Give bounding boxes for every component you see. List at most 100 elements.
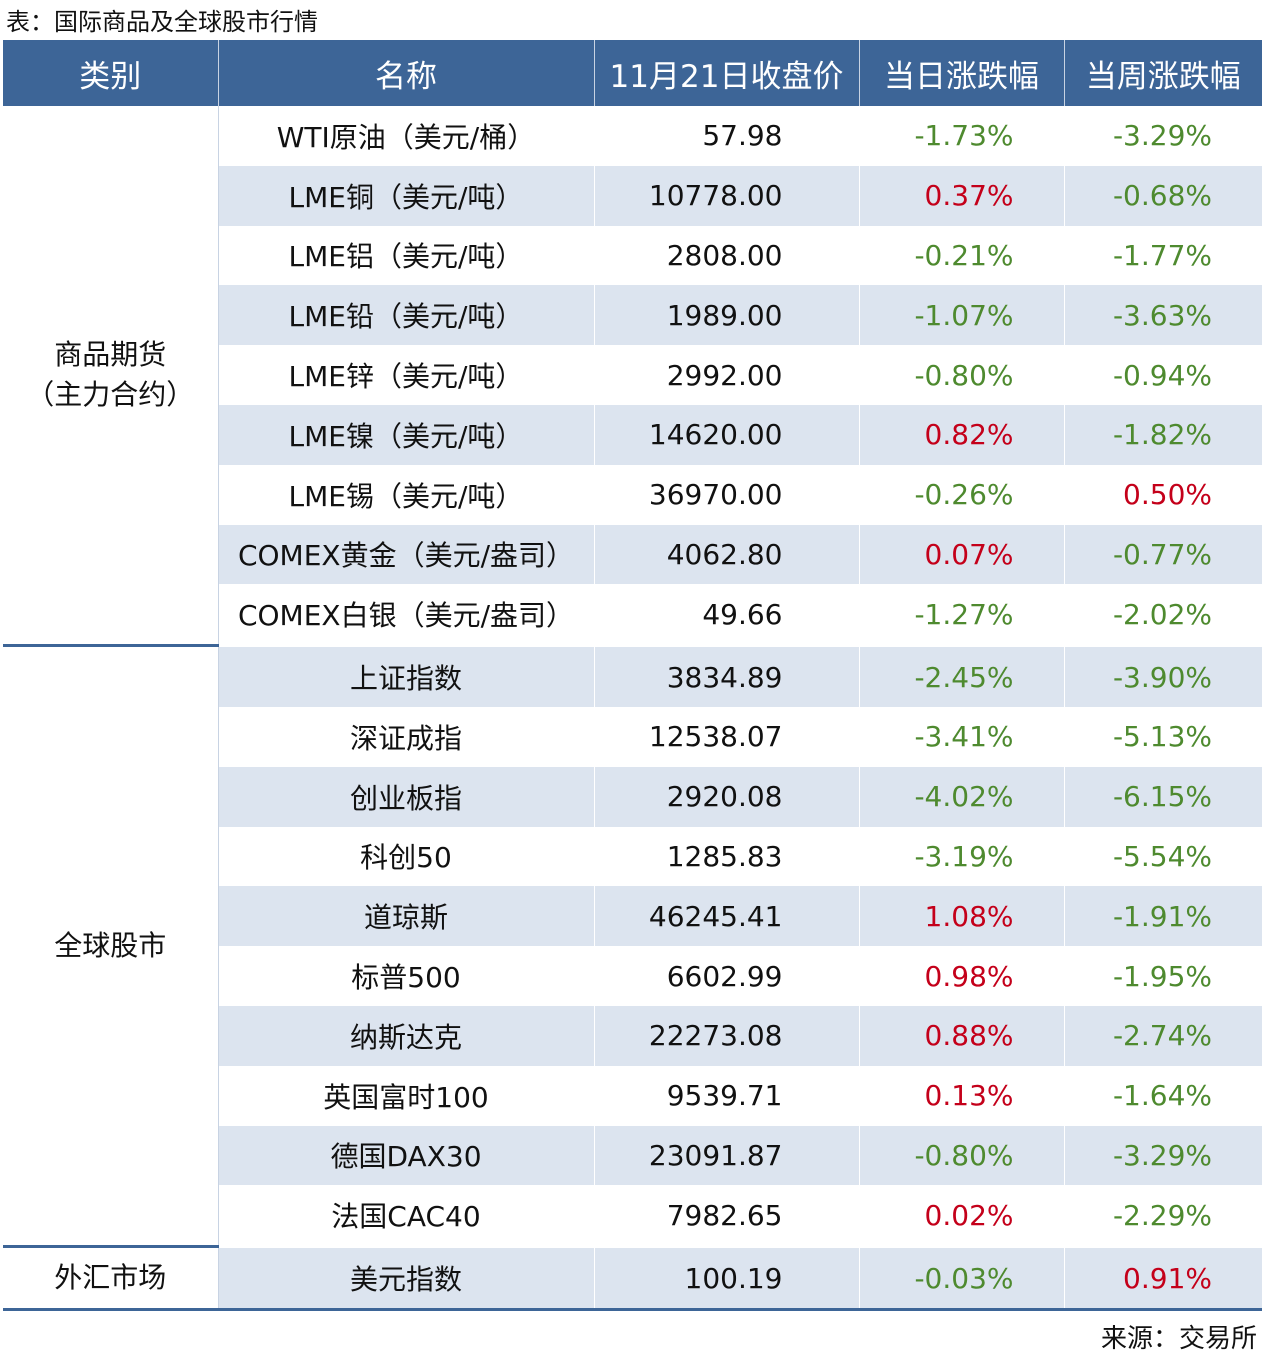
name-cell: LME锌（美元/吨） bbox=[218, 345, 595, 405]
day-change-cell: -1.27% bbox=[859, 584, 1065, 646]
price-cell: 2920.08 bbox=[594, 766, 860, 827]
table-row: LME锌（美元/吨） 2992.00 -0.80% -0.94% bbox=[3, 345, 1262, 405]
price-cell: 9539.71 bbox=[594, 1065, 860, 1126]
header-cell: 当周涨跌幅 bbox=[1063, 40, 1262, 106]
table-row: 全球股市 上证指数 3834.89 -2.45% -3.90% bbox=[3, 644, 1262, 1247]
week-change-cell: -1.95% bbox=[1112, 959, 1212, 993]
table-row: COMEX白银（美元/盎司） 49.66 -1.27% -2.02% bbox=[3, 584, 1262, 646]
table-row: LME铅（美元/吨） 1989.00 -1.07% -3.63% bbox=[3, 285, 1262, 346]
price-cell: 1285.83 bbox=[594, 826, 860, 887]
day-change-cell: -0.26% bbox=[859, 464, 1065, 525]
week-change-cell: -1.64% bbox=[1112, 1079, 1212, 1113]
table-row: 法国CAC40 7982.65 0.02% -2.29% bbox=[3, 1185, 1262, 1247]
category-line: 商品期货 bbox=[54, 338, 167, 372]
name-cell: WTI原油（美元/桶） bbox=[218, 106, 595, 166]
price-cell: 6602.99 bbox=[594, 946, 860, 1006]
week-change-cell: -1.77% bbox=[1112, 238, 1212, 272]
name-cell: COMEX白银（美元/盎司） bbox=[218, 584, 595, 646]
price-cell: 100.19 bbox=[594, 1245, 860, 1311]
category-line: （主力合约） bbox=[26, 378, 195, 412]
day-change-cell: -0.80% bbox=[859, 1125, 1065, 1186]
name-cell: 道琼斯 bbox=[218, 886, 595, 947]
price-cell: 36970.00 bbox=[594, 464, 860, 525]
week-change-cell: -0.68% bbox=[1064, 165, 1262, 226]
week-change-cell: 0.91% bbox=[1064, 1245, 1262, 1311]
day-change-cell: 0.37% bbox=[859, 165, 1065, 226]
name-cell: 上证指数 bbox=[218, 644, 595, 707]
name-cell: 法国CAC40 bbox=[218, 1185, 595, 1247]
name-cell: 科创50 bbox=[218, 826, 595, 887]
day-change-cell: -0.80% bbox=[859, 345, 1065, 405]
name-cell: COMEX黄金（美元/盎司） bbox=[218, 524, 595, 585]
price-cell: 46245.41 bbox=[594, 886, 860, 947]
table-row: 科创50 1285.83 -3.19% -5.54% bbox=[3, 826, 1262, 887]
price-cell: 12538.07 bbox=[594, 706, 860, 767]
price-cell: 22273.08 bbox=[594, 1005, 860, 1066]
table-row: 英国富时100 9539.71 0.13% -1.64% bbox=[3, 1065, 1262, 1126]
name-cell: LME铝（美元/吨） bbox=[218, 225, 595, 286]
week-change-cell: -1.82% bbox=[1064, 404, 1262, 465]
day-change-cell: -1.73% bbox=[859, 106, 1065, 166]
week-change-cell: -0.77% bbox=[1064, 524, 1262, 585]
header-cell: 当日涨跌幅 bbox=[858, 40, 1064, 106]
table-row: 商品期货 （主力合约） WTI原油（美元/桶） 57.98 -1.73% -3.29% bbox=[3, 106, 1262, 646]
name-cell: 创业板指 bbox=[218, 766, 595, 827]
name-cell: LME铅（美元/吨） bbox=[218, 285, 595, 346]
day-change-cell: -0.21% bbox=[859, 225, 1065, 286]
header-cell: 11月21日收盘价 bbox=[593, 40, 859, 106]
category-line: 全球股市 bbox=[54, 929, 167, 963]
price-cell: 4062.80 bbox=[594, 524, 860, 585]
source: 来源：交易所 bbox=[1100, 1324, 1257, 1354]
price-cell: 49.66 bbox=[594, 584, 860, 646]
category-cell: 全球股市 bbox=[3, 644, 219, 1247]
day-change-cell: 0.13% bbox=[859, 1065, 1065, 1126]
name-cell: 德国DAX30 bbox=[218, 1125, 595, 1186]
market-table: 类别 名称 11月21日收盘价 当日涨跌幅 当周涨跌幅 商品期货 （主力合约） WTI原油（… bbox=[3, 40, 1262, 1311]
name-cell: LME铜（美元/吨） bbox=[218, 165, 595, 226]
day-change-cell: 0.88% bbox=[859, 1005, 1065, 1066]
table-row: 纳斯达克 22273.08 0.88% -2.74% bbox=[3, 1005, 1262, 1066]
header-cell: 名称 bbox=[217, 40, 594, 106]
day-change-cell: 1.08% bbox=[859, 886, 1065, 947]
week-change-cell: -1.91% bbox=[1064, 886, 1262, 947]
week-change-cell: -6.15% bbox=[1064, 766, 1262, 827]
price-cell: 14620.00 bbox=[594, 404, 860, 465]
week-change-cell: -3.29% bbox=[1112, 119, 1212, 153]
price-cell: 7982.65 bbox=[594, 1185, 860, 1247]
price-cell: 1989.00 bbox=[594, 285, 860, 346]
name-cell: 美元指数 bbox=[218, 1245, 595, 1311]
table-row: 外汇市场 美元指数 100.19 -0.03% 0.91% bbox=[3, 1245, 1262, 1311]
price-cell: 23091.87 bbox=[594, 1125, 860, 1186]
table-row: 德国DAX30 23091.87 -0.80% -3.29% bbox=[3, 1125, 1262, 1186]
price-cell: 2808.00 bbox=[594, 225, 860, 286]
week-change-cell: -2.02% bbox=[1112, 597, 1212, 631]
week-change-cell: -5.13% bbox=[1112, 720, 1212, 754]
table-row: LME铜（美元/吨） 10778.00 0.37% -0.68% bbox=[3, 165, 1262, 226]
price-cell: 3834.89 bbox=[594, 644, 860, 707]
week-change-cell: -3.63% bbox=[1064, 285, 1262, 346]
name-cell: 标普500 bbox=[218, 946, 595, 1006]
week-change-cell: -2.29% bbox=[1112, 1198, 1212, 1232]
table-row: 创业板指 2920.08 -4.02% -6.15% bbox=[3, 766, 1262, 827]
name-cell: 英国富时100 bbox=[218, 1065, 595, 1126]
table-row: 道琼斯 46245.41 1.08% -1.91% bbox=[3, 886, 1262, 947]
day-change-cell: -1.07% bbox=[859, 285, 1065, 346]
day-change-cell: -3.41% bbox=[859, 706, 1065, 767]
price-cell: 57.98 bbox=[594, 106, 860, 166]
table-row: COMEX黄金（美元/盎司） 4062.80 0.07% -0.77% bbox=[3, 524, 1262, 585]
week-change-cell: -5.54% bbox=[1112, 839, 1212, 873]
week-change-cell: -3.90% bbox=[1064, 644, 1262, 707]
price-cell: 10778.00 bbox=[594, 165, 860, 226]
name-cell: LME锡（美元/吨） bbox=[218, 464, 595, 525]
table-row: LME铝（美元/吨） 2808.00 -0.21% -1.77% bbox=[3, 225, 1262, 286]
table-row: 标普500 6602.99 0.98% -1.95% bbox=[3, 946, 1262, 1006]
name-cell: 深证成指 bbox=[218, 706, 595, 767]
day-change-cell: -3.19% bbox=[859, 826, 1065, 887]
name-cell: LME镍（美元/吨） bbox=[218, 404, 595, 465]
day-change-cell: 0.98% bbox=[859, 946, 1065, 1006]
header-row: 类别 名称 11月21日收盘价 当日涨跌幅 当周涨跌幅 bbox=[3, 40, 1262, 106]
day-change-cell: 0.82% bbox=[859, 404, 1065, 465]
table-row: LME锡（美元/吨） 36970.00 -0.26% 0.50% bbox=[3, 464, 1262, 525]
week-change-cell: -0.94% bbox=[1112, 358, 1212, 392]
header-cell: 类别 bbox=[3, 40, 218, 106]
